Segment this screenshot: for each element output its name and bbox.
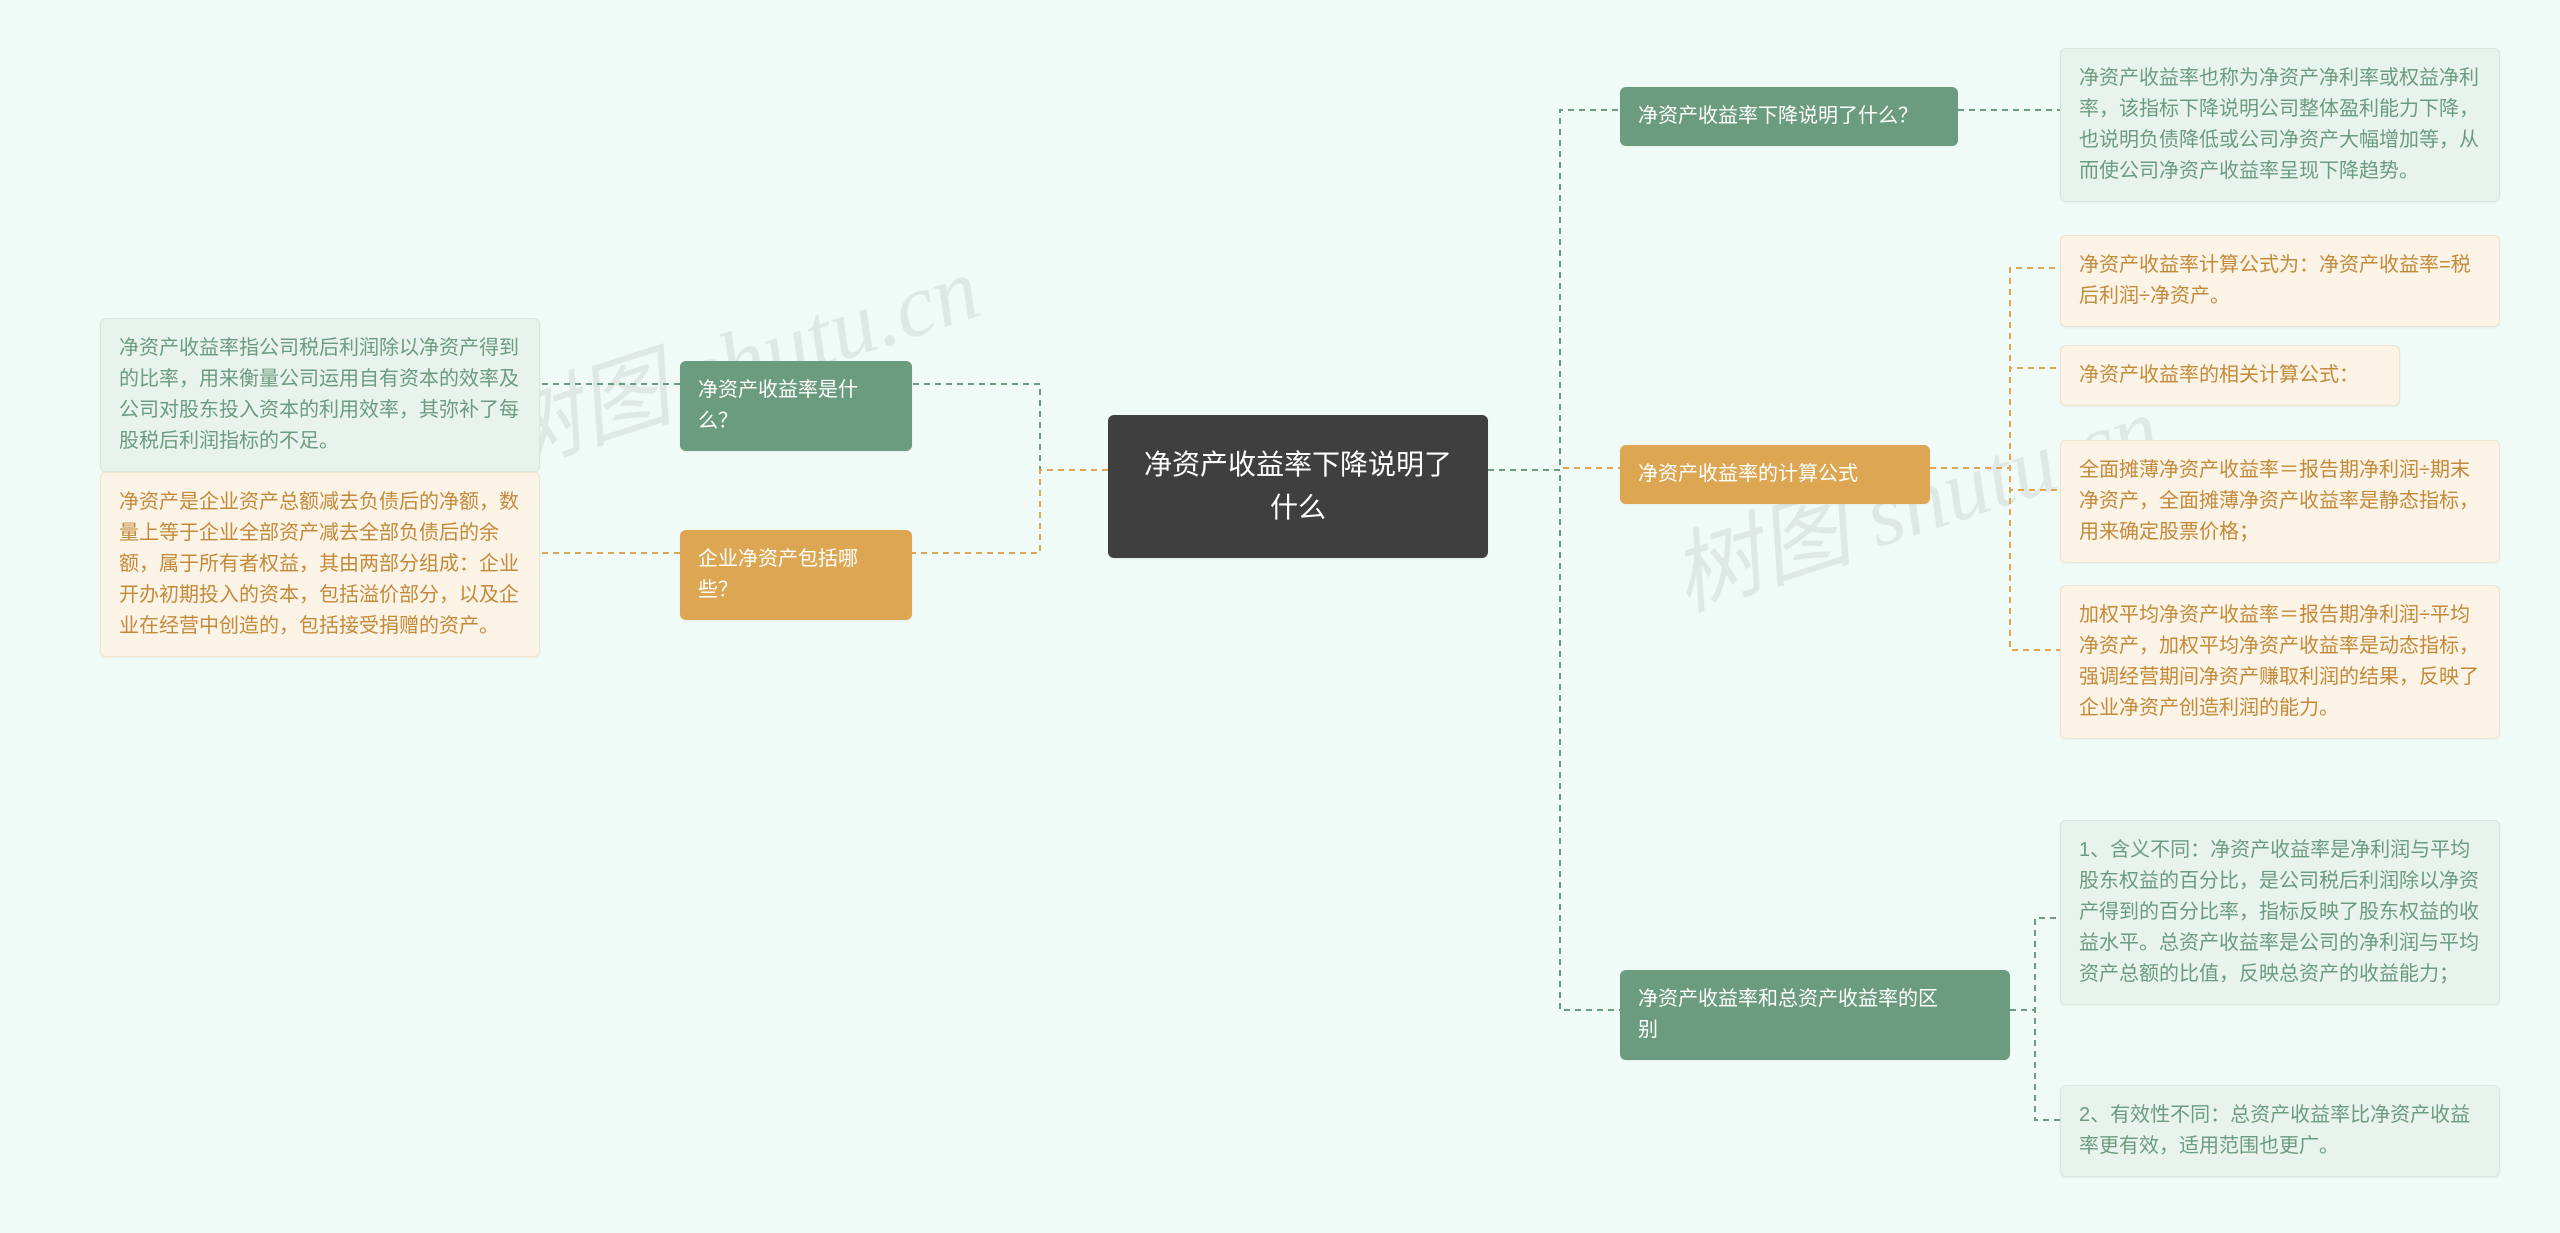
leaf-right-2c: 全面摊薄净资产收益率＝报告期净利润÷期末净资产，全面摊薄净资产收益率是静态指标，… <box>2060 440 2500 563</box>
leaf-right-2a: 净资产收益率计算公式为：净资产收益率=税后利润÷净资产。 <box>2060 235 2500 327</box>
leaf-text: 1、含义不同：净资产收益率是净利润与平均股东权益的百分比，是公司税后利润除以净资… <box>2079 839 2479 985</box>
leaf-text: 净资产是企业资产总额减去负债后的净额，数量上等于企业全部资产减去全部负债后的余额… <box>119 491 519 637</box>
branch-right-3: 净资产收益率和总资产收益率的区 别 <box>1620 970 2010 1060</box>
branch-left-1: 净资产收益率是什么？ <box>680 361 912 451</box>
root-line1: 净资产收益率下降说明了 <box>1140 443 1456 486</box>
root-node: 净资产收益率下降说明了 什么 <box>1108 415 1488 558</box>
leaf-text: 净资产收益率的相关计算公式： <box>2079 364 2359 386</box>
root-line2: 什么 <box>1140 486 1456 529</box>
leaf-left-2a: 净资产是企业资产总额减去负债后的净额，数量上等于企业全部资产减去全部负债后的余额… <box>100 472 540 657</box>
branch-label-line1: 净资产收益率和总资产收益率的区 <box>1638 984 1992 1015</box>
leaf-right-1a: 净资产收益率也称为净资产净利率或权益净利率，该指标下降说明公司整体盈利能力下降，… <box>2060 48 2500 202</box>
branch-left-2: 企业净资产包括哪些？ <box>680 530 912 620</box>
branch-label: 净资产收益率的计算公式 <box>1638 463 1858 485</box>
leaf-text: 全面摊薄净资产收益率＝报告期净利润÷期末净资产，全面摊薄净资产收益率是静态指标，… <box>2079 459 2479 543</box>
leaf-right-2b: 净资产收益率的相关计算公式： <box>2060 345 2400 406</box>
leaf-text: 净资产收益率也称为净资产净利率或权益净利率，该指标下降说明公司整体盈利能力下降，… <box>2079 67 2479 182</box>
branch-label-line2: 别 <box>1638 1015 1992 1046</box>
leaf-right-2d: 加权平均净资产收益率＝报告期净利润÷平均净资产，加权平均净资产收益率是动态指标，… <box>2060 585 2500 739</box>
leaf-text: 净资产收益率计算公式为：净资产收益率=税后利润÷净资产。 <box>2079 254 2471 307</box>
branch-label: 净资产收益率下降说明了什么？ <box>1638 105 1918 127</box>
branch-right-2: 净资产收益率的计算公式 <box>1620 445 1930 504</box>
branch-label: 净资产收益率是什么？ <box>698 379 858 432</box>
leaf-right-3a: 1、含义不同：净资产收益率是净利润与平均股东权益的百分比，是公司税后利润除以净资… <box>2060 820 2500 1005</box>
leaf-right-3b: 2、有效性不同：总资产收益率比净资产收益率更有效，适用范围也更广。 <box>2060 1085 2500 1177</box>
leaf-text: 净资产收益率指公司税后利润除以净资产得到的比率，用来衡量公司运用自有资本的效率及… <box>119 337 519 452</box>
leaf-text: 2、有效性不同：总资产收益率比净资产收益率更有效，适用范围也更广。 <box>2079 1104 2470 1157</box>
leaf-left-1a: 净资产收益率指公司税后利润除以净资产得到的比率，用来衡量公司运用自有资本的效率及… <box>100 318 540 472</box>
watermark: 树图 shutu.cn <box>472 215 992 495</box>
leaf-text: 加权平均净资产收益率＝报告期净利润÷平均净资产，加权平均净资产收益率是动态指标，… <box>2079 604 2479 719</box>
branch-right-1: 净资产收益率下降说明了什么？ <box>1620 87 1958 146</box>
branch-label: 企业净资产包括哪些？ <box>698 548 858 601</box>
